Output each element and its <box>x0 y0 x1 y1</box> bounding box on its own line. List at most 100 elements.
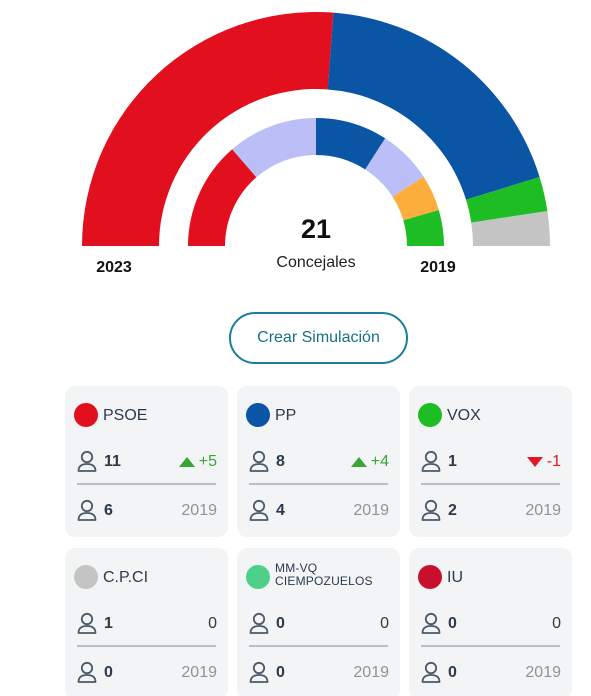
divider <box>421 483 560 485</box>
previous-year: 2019 <box>525 502 561 519</box>
seat-segment-vox <box>403 209 444 246</box>
party-name: MM-VQ CIEMPOZUELOS <box>275 562 373 588</box>
current-seats-row: 8 +4 <box>249 450 389 472</box>
person-icon <box>77 661 97 683</box>
previous-seats-row: 6 2019 <box>77 499 217 521</box>
trend-down-icon <box>526 457 543 467</box>
person-icon <box>249 661 269 683</box>
divider <box>77 483 216 485</box>
party-card-psoe[interactable]: PSOE 11 +5 6 2019 <box>65 386 228 537</box>
party-color-dot <box>246 403 270 427</box>
person-icon <box>421 450 441 472</box>
person-icon <box>77 499 97 521</box>
previous-seats-row: 0 2019 <box>249 661 389 683</box>
previous-seats-row: 2 2019 <box>421 499 561 521</box>
party-name-line: MM-VQ <box>275 561 318 575</box>
seat-change-value: 0 <box>380 615 389 632</box>
seat-change-value: -1 <box>546 453 561 470</box>
party-name: PP <box>275 407 297 424</box>
current-seats: 11 <box>104 453 121 470</box>
seat-change: 0 <box>208 615 217 633</box>
person-icon <box>249 450 269 472</box>
person-icon <box>249 499 269 521</box>
seat-change: +4 <box>350 453 389 471</box>
outer-year-label: 2023 <box>96 259 132 276</box>
seat-change: 0 <box>380 615 389 633</box>
current-seats: 1 <box>448 453 457 470</box>
previous-seats: 4 <box>276 502 285 519</box>
party-color-dot <box>74 565 98 589</box>
previous-seats: 0 <box>448 664 457 681</box>
divider <box>77 645 216 647</box>
party-color-dot <box>418 565 442 589</box>
current-seats: 1 <box>104 615 113 632</box>
seat-change: -1 <box>526 453 561 471</box>
seat-segment-c-p-ci <box>471 211 550 246</box>
party-color-dot <box>246 565 270 589</box>
person-icon <box>77 450 97 472</box>
person-icon <box>421 612 441 634</box>
party-card-vox[interactable]: VOX 1 -1 2 2019 <box>409 386 572 537</box>
divider <box>249 483 388 485</box>
party-name: IU <box>447 569 463 586</box>
seat-change: 0 <box>552 615 561 633</box>
previous-seats-row: 4 2019 <box>249 499 389 521</box>
outer-ring-2023 <box>82 11 550 246</box>
seat-change: +5 <box>178 453 217 471</box>
previous-year: 2019 <box>181 502 217 519</box>
seat-segment-other <box>232 118 316 178</box>
seat-segment-pp <box>327 12 540 200</box>
party-name-line: CIEMPOZUELOS <box>275 574 373 588</box>
previous-year: 2019 <box>353 664 389 681</box>
create-simulation-button[interactable]: Crear Simulación <box>229 312 408 364</box>
party-card-mm-vq-ciempozuelos[interactable]: MM-VQ CIEMPOZUELOS 0 0 0 2019 <box>237 548 400 696</box>
previous-seats-row: 0 2019 <box>421 661 561 683</box>
previous-seats-row: 0 2019 <box>77 661 217 683</box>
previous-year: 2019 <box>525 664 561 681</box>
seats-hemicycle-chart: 21 Concejales 2023 2019 <box>82 11 550 276</box>
party-name: C.P.CI <box>103 569 149 586</box>
center-seat-count: 21 <box>301 214 331 244</box>
seat-segment-psoe <box>188 149 257 246</box>
party-name: VOX <box>447 407 481 424</box>
person-icon <box>421 499 441 521</box>
previous-seats: 0 <box>104 664 113 681</box>
person-icon <box>421 661 441 683</box>
center-seat-label: Concejales <box>276 254 355 271</box>
party-name: PSOE <box>103 407 148 424</box>
party-card-pp[interactable]: PP 8 +4 4 2019 <box>237 386 400 537</box>
current-seats-row: 0 0 <box>421 612 561 634</box>
current-seats-row: 0 0 <box>249 612 389 634</box>
inner-year-label: 2019 <box>420 259 456 276</box>
party-color-dot <box>74 403 98 427</box>
divider <box>421 645 560 647</box>
current-seats: 0 <box>448 615 457 632</box>
seat-segment-other <box>392 176 439 221</box>
seat-segment-vox <box>466 177 548 223</box>
current-seats: 0 <box>276 615 285 632</box>
previous-seats: 0 <box>276 664 285 681</box>
current-seats: 8 <box>276 453 285 470</box>
seat-change-value: +5 <box>198 453 217 470</box>
previous-seats: 6 <box>104 502 113 519</box>
party-color-dot <box>418 403 442 427</box>
divider <box>249 645 388 647</box>
seat-segment-pp <box>316 118 386 170</box>
person-icon <box>77 612 97 634</box>
seat-segment-psoe <box>82 11 334 246</box>
party-card-c-p-ci[interactable]: C.P.CI 1 0 0 2019 <box>65 548 228 696</box>
trend-up-icon <box>350 457 367 467</box>
party-results-grid: PSOE 11 +5 6 2019 PP 8 +4 <box>65 386 572 696</box>
previous-year: 2019 <box>353 502 389 519</box>
previous-year: 2019 <box>181 664 217 681</box>
inner-ring-2019 <box>188 118 444 246</box>
seat-change-value: +4 <box>370 453 389 470</box>
current-seats-row: 11 +5 <box>77 450 217 472</box>
seat-change-value: 0 <box>208 615 217 632</box>
previous-seats: 2 <box>448 502 457 519</box>
current-seats-row: 1 0 <box>77 612 217 634</box>
seat-change-value: 0 <box>552 615 561 632</box>
person-icon <box>249 612 269 634</box>
party-card-iu[interactable]: IU 0 0 0 2019 <box>409 548 572 696</box>
trend-up-icon <box>178 457 195 467</box>
